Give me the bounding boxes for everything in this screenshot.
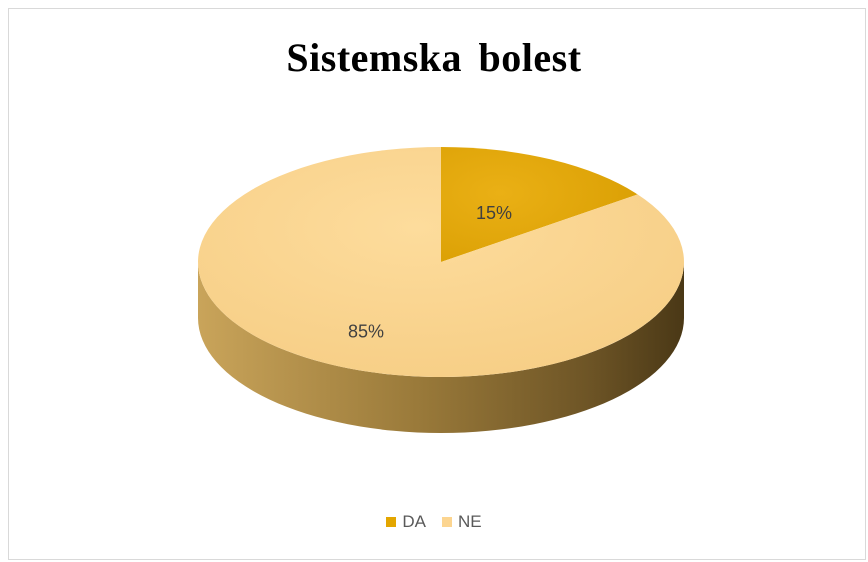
pie-side-ne: [198, 262, 684, 433]
legend-item-da: DA: [386, 512, 426, 532]
pie-slice-ne: [197, 147, 685, 377]
data-label-da: 15%: [476, 203, 512, 223]
legend-swatch-ne: [442, 517, 452, 527]
legend-item-ne: NE: [442, 512, 482, 532]
legend-label-ne: NE: [458, 512, 482, 531]
legend-label-da: DA: [402, 512, 426, 531]
legend-swatch-da: [386, 517, 397, 527]
legend: DA NE: [0, 512, 868, 532]
pie-slice-da: [441, 147, 638, 262]
chart-title: Sistemska bolest: [286, 35, 582, 80]
data-label-ne: 85%: [348, 322, 384, 342]
